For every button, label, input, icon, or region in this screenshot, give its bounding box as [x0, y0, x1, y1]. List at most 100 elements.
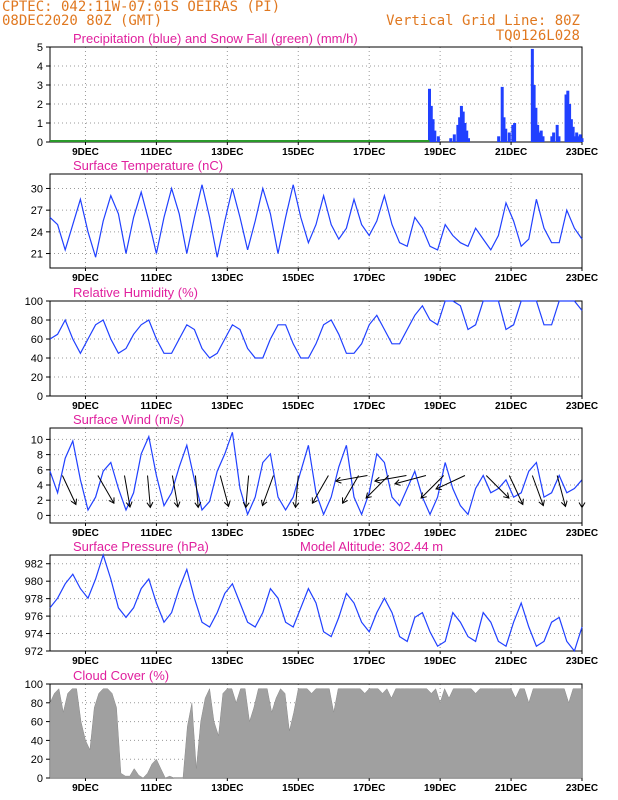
- precip-bar: [465, 130, 469, 142]
- wind-arrow: [245, 475, 250, 508]
- y-tick-label: 30: [31, 183, 43, 195]
- x-tick-label: 17DEC: [353, 656, 385, 667]
- precip-bar: [530, 48, 534, 142]
- y-tick-label: 80: [31, 698, 43, 710]
- y-tick-label: 27: [31, 205, 43, 217]
- x-tick-label: 11DEC: [141, 783, 173, 794]
- precip-bar: [463, 123, 467, 142]
- precip-bar: [575, 132, 579, 142]
- model-code-label: TQ0126L028: [495, 28, 580, 44]
- precip-bar: [569, 119, 573, 142]
- panel-frame: [49, 554, 583, 652]
- chart-header: CPTEC: 042:11W-07:01S OEIRAS (PI) 08DEC2…: [0, 0, 618, 48]
- wind-arrowhead: [394, 479, 401, 486]
- wind-arrowhead: [342, 497, 348, 505]
- y-tick-label: 40: [31, 353, 43, 365]
- wind-arrow: [294, 475, 299, 508]
- y-tick-label: 80: [31, 315, 43, 327]
- x-tick-label: 13DEC: [211, 656, 243, 667]
- x-tick-label: 19DEC: [424, 401, 456, 412]
- wind-arrow: [335, 475, 368, 482]
- run-time-label: 08DEC2020 80Z (GMT): [2, 13, 163, 29]
- wind-arrowhead: [503, 492, 510, 499]
- wind-arrowhead: [311, 497, 318, 505]
- x-tick-label: 21DEC: [495, 656, 527, 667]
- wind-arrow: [394, 475, 427, 485]
- x-tick-label: 9DEC: [72, 273, 99, 284]
- precip-bar: [557, 136, 561, 142]
- wind-arrow: [219, 475, 230, 507]
- wind-arrowhead: [517, 498, 524, 506]
- panel-title: Surface Temperature (nC): [73, 158, 223, 173]
- y-tick-label: 976: [25, 611, 43, 623]
- wind-arrowhead: [365, 492, 372, 499]
- x-tick-label: 21DEC: [495, 401, 527, 412]
- precip-bar: [568, 104, 572, 142]
- y-tick-label: 20: [31, 372, 43, 384]
- precip-bar: [456, 124, 460, 142]
- y-tick-label: 3: [37, 80, 43, 92]
- x-tick-label: 17DEC: [353, 528, 385, 539]
- x-tick-label: 15DEC: [282, 783, 314, 794]
- x-tick-label: 23DEC: [566, 273, 598, 284]
- precip-bar: [449, 138, 453, 142]
- x-tick-label: 15DEC: [282, 656, 314, 667]
- y-tick-label: 972: [25, 646, 43, 658]
- x-tick-label: 11DEC: [141, 147, 173, 158]
- wind-arrow: [311, 475, 329, 504]
- panel-temp: 21 24 27 30 9DEC 11DEC 13DEC 15DEC 17DEC 19DEC 21D…: [31, 158, 598, 284]
- x-tick-label: 13DEC: [211, 528, 243, 539]
- wind-arrowhead: [125, 501, 133, 508]
- precip-bar: [497, 136, 501, 142]
- wind-arrowhead: [70, 498, 77, 506]
- wind-arrow: [61, 475, 77, 505]
- wind-arrowhead: [242, 501, 250, 509]
- precip-bar: [436, 136, 440, 142]
- x-tick-label: 9DEC: [72, 656, 99, 667]
- wind-arrowhead: [373, 476, 381, 484]
- wind-arrow: [556, 475, 566, 507]
- precip-bar: [467, 138, 471, 142]
- y-tick-label: 0: [37, 510, 43, 522]
- panel-frame: [49, 173, 583, 269]
- precip-bar: [458, 117, 462, 142]
- y-tick-label: 4: [37, 61, 43, 73]
- grid-note-label: Vertical Grid Line: 80Z: [386, 13, 580, 29]
- precip-bar: [573, 136, 577, 142]
- wind-arrowhead: [223, 500, 231, 508]
- y-tick-label: 1: [37, 118, 43, 130]
- panel-title: Cloud Cover (%): [73, 668, 169, 683]
- x-tick-label: 21DEC: [495, 783, 527, 794]
- y-tick-label: 974: [25, 629, 43, 641]
- wind-vectors: [61, 475, 586, 509]
- x-tick-label: 19DEC: [424, 147, 456, 158]
- station-label: CPTEC: 042:11W-07:01S OEIRAS (PI): [2, 0, 281, 15]
- x-tick-label: 15DEC: [282, 401, 314, 412]
- x-tick-label: 15DEC: [282, 147, 314, 158]
- relative-humidity-line: [49, 300, 583, 359]
- wind-arrow: [97, 475, 115, 504]
- x-tick-label: 13DEC: [211, 273, 243, 284]
- precip-bar: [571, 126, 575, 142]
- x-tick-label: 11DEC: [141, 656, 173, 667]
- y-tick-label: 40: [31, 735, 43, 747]
- x-tick-label: 17DEC: [353, 147, 385, 158]
- x-tick-label: 9DEC: [72, 783, 99, 794]
- precip-bar: [427, 88, 431, 142]
- precip-bar: [461, 111, 465, 142]
- y-tick-label: 20: [31, 754, 43, 766]
- wind-arrow: [435, 475, 466, 490]
- y-tick-label: 8: [37, 450, 43, 462]
- panel-wind: 0 2 4 6 8 10 9DEC 11DEC 13DEC 15DEC 17DEC 19DEC 21DE…: [31, 412, 598, 539]
- precip-bar: [500, 86, 504, 142]
- precip-bar: [576, 136, 580, 142]
- x-tick-label: 11DEC: [141, 273, 173, 284]
- x-tick-label: 23DEC: [566, 783, 598, 794]
- precip-bar: [502, 117, 506, 142]
- wind-arrowhead: [538, 499, 545, 507]
- wind-arrowhead: [578, 502, 586, 509]
- precip-bar: [507, 132, 511, 142]
- precip-bar: [578, 134, 582, 142]
- precip-bar: [555, 124, 559, 142]
